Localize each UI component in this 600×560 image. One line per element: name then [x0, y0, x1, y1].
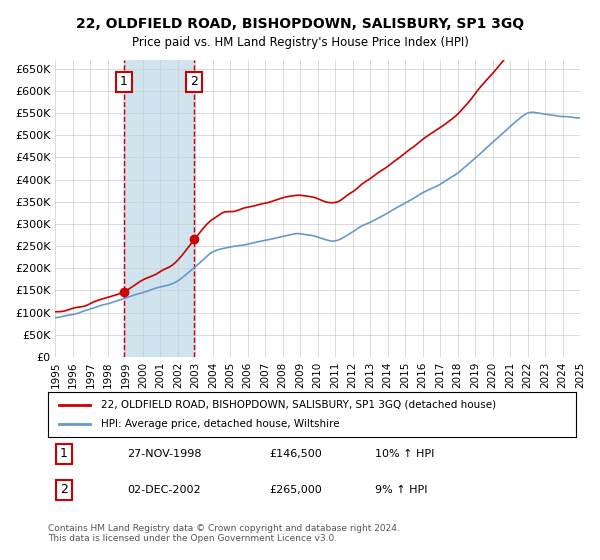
Text: Price paid vs. HM Land Registry's House Price Index (HPI): Price paid vs. HM Land Registry's House … [131, 36, 469, 49]
Text: HPI: Average price, detached house, Wiltshire: HPI: Average price, detached house, Wilt… [101, 419, 340, 430]
Text: 2: 2 [190, 76, 198, 88]
Text: 9% ↑ HPI: 9% ↑ HPI [376, 485, 428, 495]
Text: £146,500: £146,500 [270, 449, 323, 459]
Text: 22, OLDFIELD ROAD, BISHOPDOWN, SALISBURY, SP1 3GQ (detached house): 22, OLDFIELD ROAD, BISHOPDOWN, SALISBURY… [101, 399, 496, 409]
Text: 1: 1 [60, 447, 68, 460]
Text: 2: 2 [60, 483, 68, 496]
Text: 27-NOV-1998: 27-NOV-1998 [127, 449, 202, 459]
Bar [124, 60, 194, 357]
Text: £265,000: £265,000 [270, 485, 323, 495]
Text: 1: 1 [120, 76, 128, 88]
Text: 22, OLDFIELD ROAD, BISHOPDOWN, SALISBURY, SP1 3GQ: 22, OLDFIELD ROAD, BISHOPDOWN, SALISBURY… [76, 17, 524, 31]
Text: 02-DEC-2002: 02-DEC-2002 [127, 485, 201, 495]
Text: Contains HM Land Registry data © Crown copyright and database right 2024.
This d: Contains HM Land Registry data © Crown c… [48, 524, 400, 543]
Text: 10% ↑ HPI: 10% ↑ HPI [376, 449, 435, 459]
